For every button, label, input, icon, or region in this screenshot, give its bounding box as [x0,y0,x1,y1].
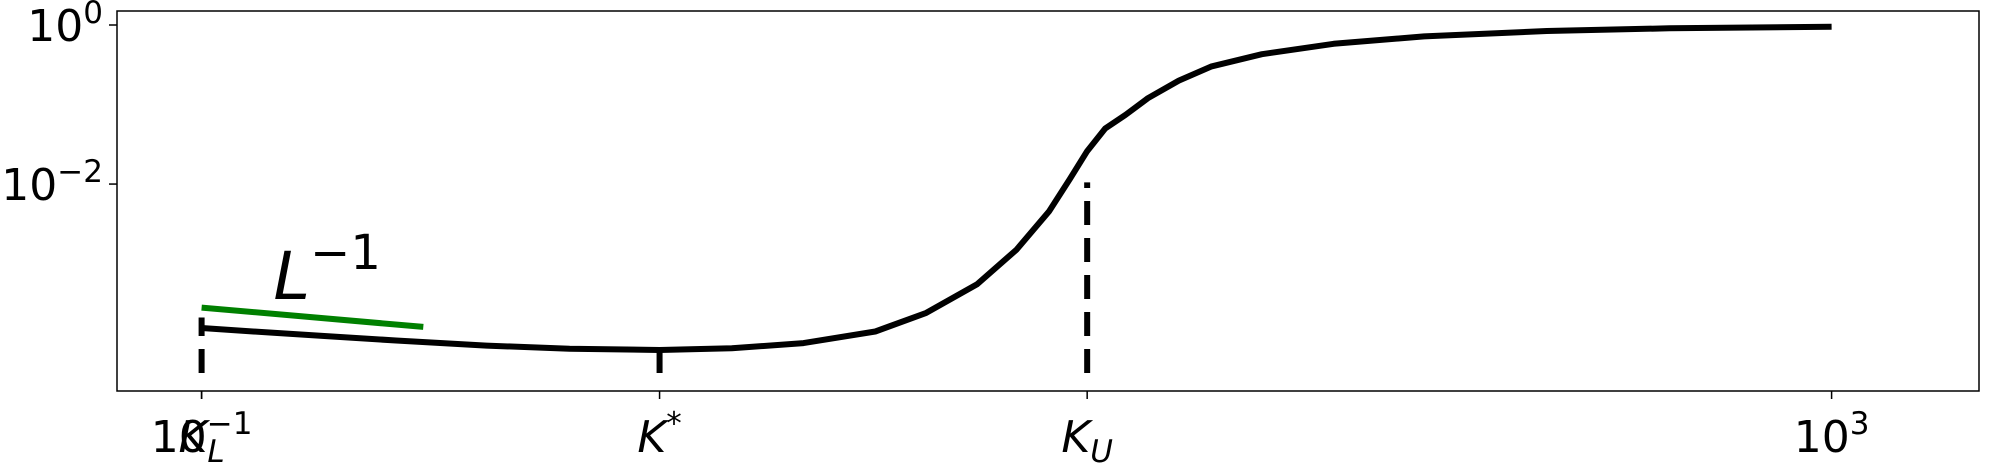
annotations: L−1 [273,225,381,315]
x-tick-label-1: 103 [1794,406,1870,463]
x-tick-label-0: 10−1 [151,406,253,463]
y-tick-label-0: 100 [27,0,103,52]
x-marker-label-2: KU [1061,412,1113,469]
y-tick-label-1: 10−2 [1,154,103,211]
annotation-0: L−1 [273,225,381,315]
axis-ticks [109,24,1833,399]
series-line-1 [201,304,424,330]
series-lines [201,23,1832,353]
plot-frame [116,10,1980,392]
tick-labels: 10−1 103 100 10−2 KL K* KU [1,0,1869,469]
series-line-0 [201,23,1832,353]
x-marker-label-0: KL [179,412,225,469]
vertical-markers [198,182,1091,373]
x-marker-label-1: K* [637,406,681,463]
